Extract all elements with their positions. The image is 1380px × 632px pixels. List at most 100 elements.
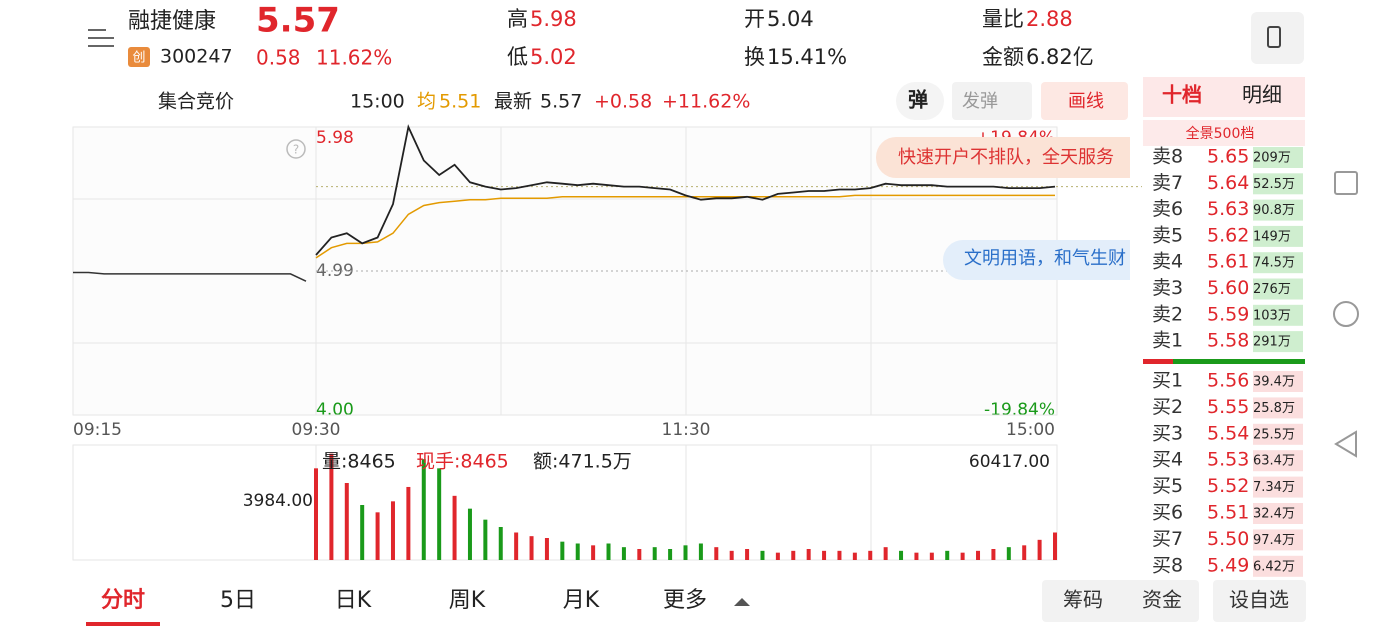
stat-value: 6.82亿 (1026, 45, 1094, 69)
info-change: +0.58 (594, 91, 652, 113)
volume-bar (606, 543, 611, 560)
price-tick: 5.98 (316, 128, 354, 148)
stat-value: 2.88 (1026, 7, 1073, 31)
action-bg (1213, 580, 1306, 622)
more-arrow[interactable] (734, 598, 750, 606)
book-price: 5.60 (1207, 277, 1249, 299)
volume-bar (760, 550, 765, 560)
bottom-tab[interactable]: 周K (449, 588, 486, 613)
volume-bar (1022, 545, 1027, 560)
nav-recent[interactable] (1334, 171, 1358, 195)
badge-bg (128, 47, 150, 67)
help-mark: ? (293, 143, 299, 157)
book-label: 卖8 (1152, 146, 1183, 168)
volume-bg (1253, 199, 1303, 221)
volume-bar (991, 549, 996, 560)
book-volume: 209万 (1253, 151, 1291, 166)
book-price: 5.54 (1207, 422, 1249, 444)
volume-bg (1253, 450, 1303, 472)
volume-bar (668, 549, 673, 560)
bottom-tab[interactable]: 分时 (101, 588, 145, 613)
bottom-tab[interactable]: 月K (563, 588, 600, 613)
nav-back[interactable] (1334, 430, 1357, 458)
book-volume: 6.42万 (1253, 559, 1295, 574)
change: 0.58 (256, 46, 301, 70)
book-volume: 63.4万 (1253, 454, 1295, 469)
volume-bar (1037, 539, 1042, 560)
avg-label: 均 (417, 91, 436, 113)
book-price: 5.51 (1207, 502, 1249, 524)
book-volume: 25.8万 (1253, 401, 1295, 416)
bottom-tab[interactable]: 日K (335, 588, 372, 613)
banner-text: 文明用语，和气生财 (964, 248, 1126, 269)
info-change-pct: +11.62% (662, 91, 750, 113)
volume-bar (899, 550, 904, 560)
nav-home[interactable] (1333, 301, 1359, 327)
book-label: 买5 (1152, 475, 1183, 497)
action-button[interactable]: 设自选 (1229, 588, 1289, 612)
amount-text: 额:471.5万 (533, 451, 632, 473)
volume-bar (498, 527, 503, 560)
book-label: 卖7 (1152, 172, 1183, 194)
latest-label: 最新 (494, 91, 532, 113)
tab-active-bg (1143, 77, 1305, 117)
stock-code: 300247 (160, 46, 233, 68)
volume-bar (868, 550, 873, 560)
banner-bg (943, 240, 1130, 280)
volume-bar (591, 545, 596, 560)
time: 15:00 (350, 91, 405, 113)
book-volume: 74.5万 (1253, 256, 1295, 271)
book-price: 5.59 (1207, 303, 1249, 325)
stat-label: 换 (744, 45, 765, 69)
volume-bar (745, 549, 750, 560)
menu-icon[interactable] (88, 29, 114, 47)
action-button[interactable]: 资金 (1142, 588, 1182, 612)
chart-grid (72, 126, 1058, 561)
book-volume: 103万 (1253, 308, 1291, 323)
book-label: 买2 (1152, 396, 1183, 418)
help-icon[interactable] (286, 139, 306, 159)
danmu-button[interactable] (952, 82, 1032, 120)
volume-bg (1253, 173, 1303, 195)
book-label: 卖5 (1152, 224, 1183, 246)
avg-line (315, 194, 1055, 259)
banner-bg (876, 137, 1130, 178)
avg-value: 5.51 (439, 91, 481, 113)
book-price: 5.62 (1207, 224, 1249, 246)
book-label: 买4 (1152, 449, 1183, 471)
volume-max: 60417.00 (969, 452, 1050, 472)
button-label: 发弹 (962, 91, 998, 112)
volume-bar (698, 543, 703, 560)
book-volume: 32.4万 (1253, 507, 1295, 522)
volume-bg (1253, 371, 1303, 392)
volume-bar (852, 552, 857, 560)
popup-button[interactable] (896, 82, 944, 120)
volume-bar (375, 512, 380, 560)
volume-bar (483, 519, 488, 560)
stat-label: 高 (507, 7, 528, 31)
bottom-tab[interactable]: 更多 (663, 588, 707, 613)
volume-bar (344, 483, 349, 560)
stat-value: 15.41% (767, 45, 847, 69)
device-button[interactable] (1251, 12, 1304, 64)
volume-bar (652, 547, 657, 560)
action-button[interactable]: 筹码 (1063, 588, 1103, 612)
volume-text: 量:8465 (322, 451, 396, 473)
draw-button[interactable] (1041, 82, 1128, 120)
time-label: 15:00 (1006, 420, 1055, 440)
book-price: 5.63 (1207, 198, 1249, 220)
book-price: 5.53 (1207, 449, 1249, 471)
phase: 集合竞价 (158, 91, 234, 113)
bottom-tab[interactable]: 5日 (220, 588, 256, 613)
volume-bg (1253, 331, 1303, 353)
stat-value: 5.04 (767, 7, 814, 31)
volume-bar (529, 536, 534, 560)
stat-label: 低 (507, 45, 528, 69)
latest-value: 5.57 (540, 91, 582, 113)
volume-bar (960, 552, 965, 560)
button-label: 画线 (1068, 91, 1104, 112)
volume-bar (406, 486, 411, 560)
volume-bg (1253, 503, 1303, 524)
volume-bar (914, 552, 919, 560)
